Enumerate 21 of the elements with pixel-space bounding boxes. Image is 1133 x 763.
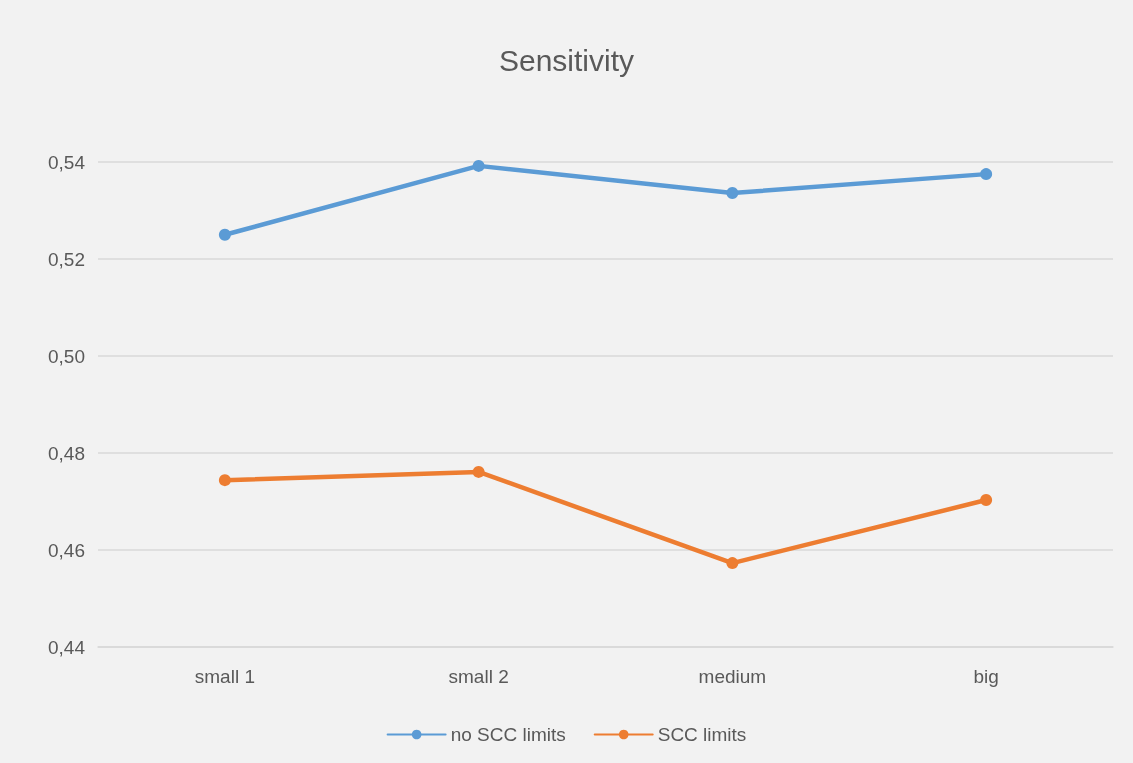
x-tick-label: big xyxy=(973,666,999,687)
point xyxy=(726,187,739,200)
point xyxy=(218,228,231,241)
y-tick-label: 0,46 xyxy=(48,539,85,561)
x-tick-label: medium xyxy=(698,666,767,687)
point xyxy=(218,474,231,487)
point xyxy=(726,557,739,570)
point xyxy=(472,465,485,478)
y-tick-label: 0,52 xyxy=(48,248,85,270)
y-tick-label: 0,50 xyxy=(48,345,85,367)
x-tick-label: small 1 xyxy=(194,666,255,687)
chart-title: Sensitivity xyxy=(498,43,635,77)
point xyxy=(980,168,993,181)
legend-label: no SCC limits xyxy=(450,724,566,745)
y-tick-label: 0,48 xyxy=(48,442,85,464)
legend-label: SCC limits xyxy=(657,724,747,745)
y-tick-label: 0,54 xyxy=(48,151,86,173)
point xyxy=(980,494,993,507)
point xyxy=(472,159,485,172)
x-tick-label: small 2 xyxy=(448,666,509,687)
y-tick-label: 0,44 xyxy=(48,636,86,658)
